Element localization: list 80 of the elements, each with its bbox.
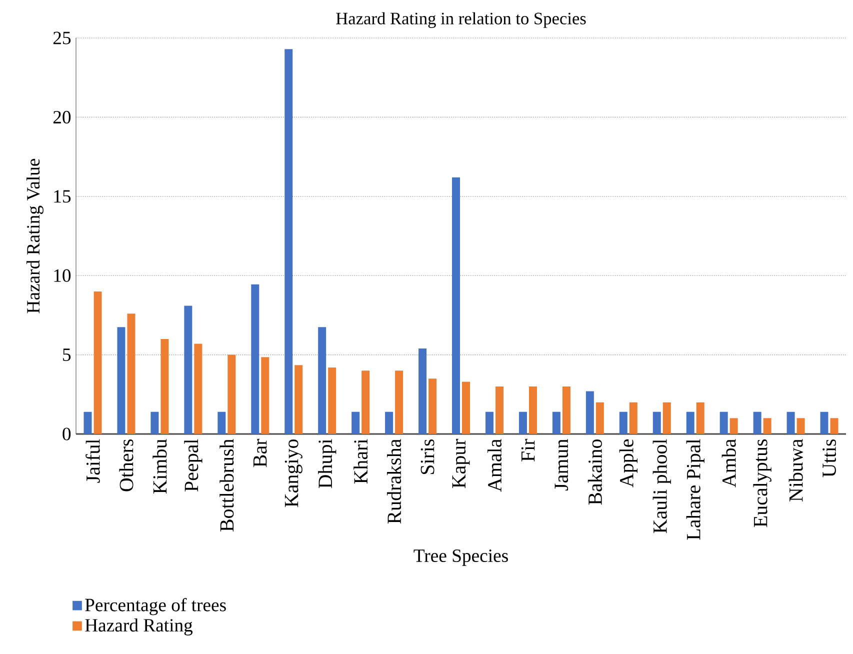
bar [696,402,704,434]
bar [385,412,394,434]
x-tick-label: Rudraksha [387,438,402,524]
chart-title: Hazard Rating in relation to Species [336,12,586,28]
y-tick-label: 25 [53,32,71,44]
bar [820,412,828,434]
bar [418,348,427,434]
x-tick-label: Nibuwa [788,439,803,502]
y-tick-label: 15 [54,190,71,203]
bar [652,412,661,434]
x-tick-label: Dhupi [318,439,336,488]
bar [786,412,795,434]
y-tick-label: 0 [62,428,71,440]
bar [763,418,772,434]
bar [261,357,270,434]
x-tick-label: Amba [722,438,736,488]
bar [753,412,762,434]
bar [362,370,370,434]
x-tick-label: Apple [619,439,638,488]
bar [830,418,838,434]
y-tick-label: 5 [63,348,71,362]
bar [586,391,594,434]
x-tick-label: Lahare Pipal [686,439,704,540]
legend-label: Percentage of trees [85,598,226,616]
bar [84,412,92,434]
y-axis-title: Hazard Rating Value [26,158,44,314]
x-tick-label: Kauli phool [652,439,671,534]
bar [662,402,671,434]
x-tick-label: Kangiyo [284,439,302,508]
x-axis-title: Tree Species [414,549,508,566]
bar [562,386,570,434]
bar [629,402,638,434]
x-tick-label: Kapur [452,438,470,488]
bar [395,370,404,434]
bar [328,367,336,434]
bar [150,412,159,434]
y-tick-label: 10 [54,269,71,282]
x-tick-label: Bar [253,438,267,468]
bar [218,412,226,434]
bar [127,314,136,434]
x-tick-label: Bottlebrush [220,438,234,532]
bar [552,412,560,434]
bar [194,344,202,434]
x-tick-label: Khari [354,439,368,484]
bar [294,365,303,434]
bar [619,412,628,434]
bar [284,49,293,434]
x-tick-label: Fir [521,438,535,462]
bar [596,402,604,434]
bar [352,412,360,434]
y-tick-label: 20 [53,110,71,124]
x-tick-label: Jaiful [86,439,100,483]
bar [720,412,728,434]
bar [160,338,169,434]
bar [228,354,236,434]
bar [730,418,738,434]
x-tick-label: Siris [420,439,434,474]
bar [452,177,460,434]
bar [495,386,504,434]
bar [94,291,102,434]
x-tick-label: Others [119,439,134,492]
bar [528,386,537,434]
x-tick-label: Amala [487,438,502,492]
bar [428,378,437,434]
bar [462,382,470,434]
x-tick-label: Peepal [184,439,202,492]
x-tick-label: Bakaino [588,439,602,505]
bar [184,306,192,434]
legend-label: Hazard Rating [85,618,193,636]
bar [318,327,326,434]
x-tick-label: Kimbu [152,439,167,494]
bar [686,412,694,434]
bar [117,327,126,434]
x-tick-label: Uttis [822,439,836,478]
bar [518,412,527,434]
x-tick-label: Eucalyptus [753,439,772,527]
bar [251,284,260,434]
x-tick-label: Jamun [554,439,568,491]
bar [485,412,494,434]
bar [796,418,805,434]
